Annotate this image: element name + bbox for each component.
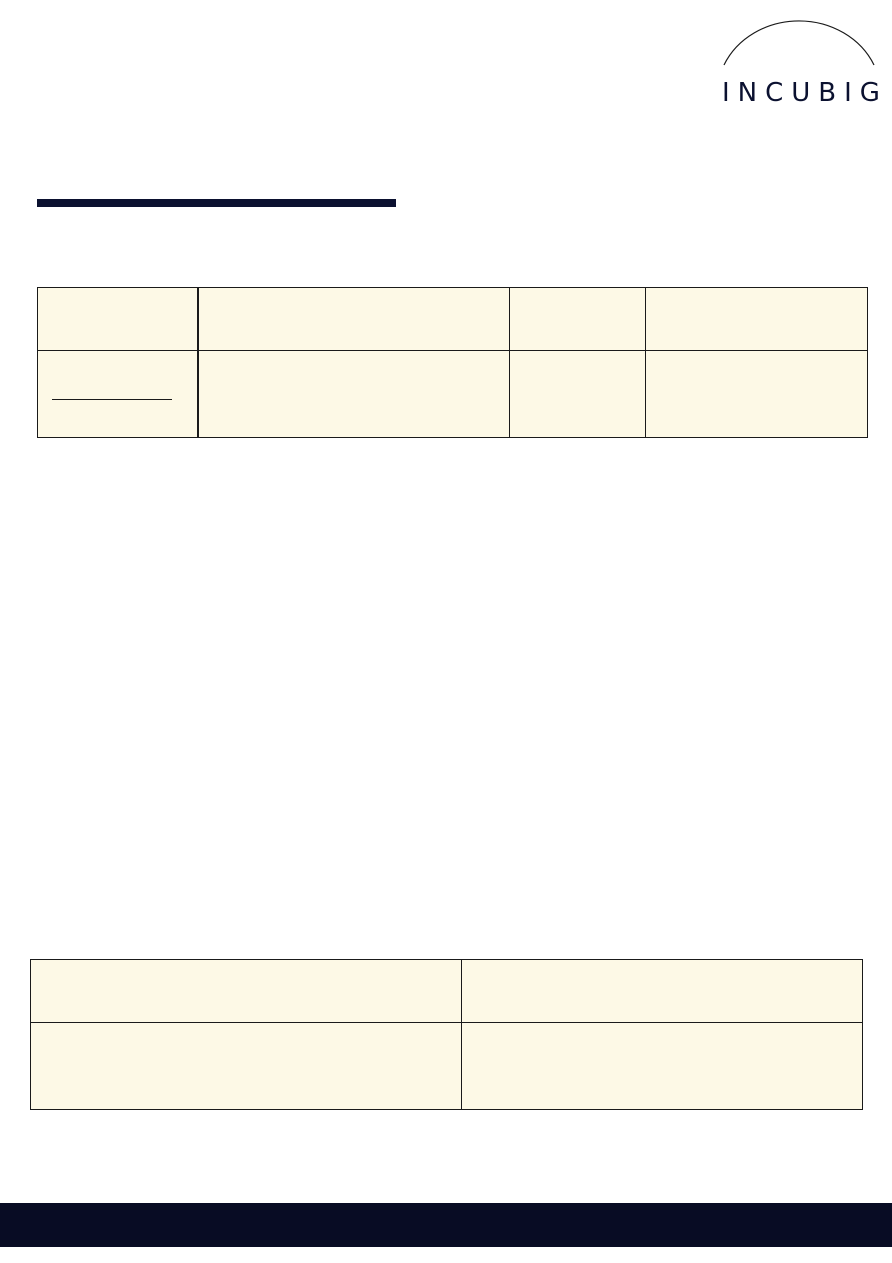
summary-table bbox=[30, 959, 863, 1110]
table-cell bbox=[461, 959, 863, 1023]
table-cell bbox=[37, 287, 199, 351]
logo-wordmark: INCUBIG bbox=[722, 78, 888, 108]
signature-line bbox=[52, 398, 172, 400]
table-row bbox=[30, 959, 863, 1023]
table-cell bbox=[197, 350, 510, 438]
table-cell bbox=[509, 287, 646, 351]
table-cell bbox=[37, 350, 199, 438]
table-cell bbox=[645, 350, 868, 438]
footer-bar bbox=[0, 1203, 892, 1247]
table-row bbox=[37, 287, 868, 351]
table-row bbox=[37, 350, 868, 438]
logo-arc-icon bbox=[723, 20, 875, 66]
table-row bbox=[30, 1022, 863, 1110]
details-table bbox=[37, 287, 868, 438]
table-cell bbox=[461, 1022, 863, 1110]
table-cell bbox=[645, 287, 868, 351]
title-rule bbox=[37, 199, 396, 207]
incubig-logo: INCUBIG bbox=[718, 10, 882, 106]
table-cell bbox=[509, 350, 646, 438]
table-cell bbox=[197, 287, 510, 351]
table-cell bbox=[30, 1022, 462, 1110]
table-cell bbox=[30, 959, 462, 1023]
